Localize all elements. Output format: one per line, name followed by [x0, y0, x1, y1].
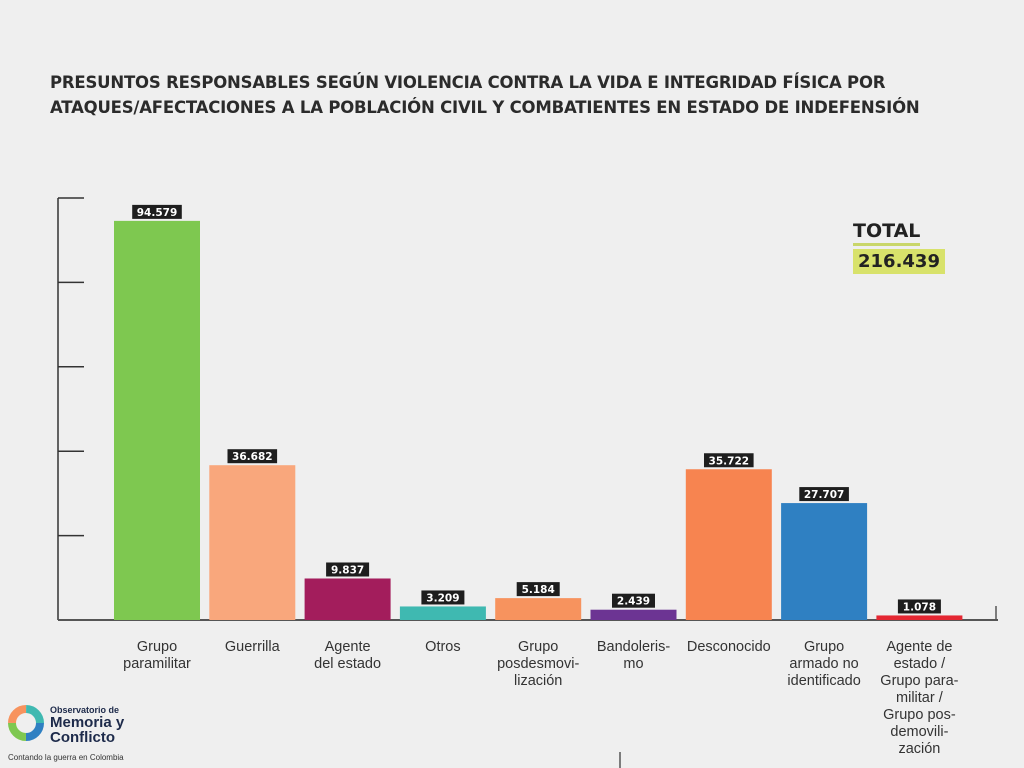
observatorio-logo: Observatorio de Memoria y Conflicto Cont…	[6, 703, 156, 765]
value-label-0: 94.579	[137, 207, 178, 219]
category-label-line: lización	[514, 673, 562, 689]
value-label-box-0	[132, 204, 182, 219]
value-label-box-5	[612, 593, 655, 608]
category-label-line: militar /	[896, 690, 944, 706]
category-label-line: Desconocido	[687, 639, 771, 655]
category-label-line: Bandoleris-	[597, 639, 671, 655]
category-label-6: Desconocido	[687, 639, 771, 655]
value-label-box-6	[704, 453, 754, 468]
chart-title-line-2: ATAQUES/AFECTACIONES A LA POBLACIÓN CIVI…	[50, 98, 920, 117]
chart-title: PRESUNTOS RESPONSABLES SEGÚN VIOLENCIA C…	[50, 70, 1010, 120]
value-label-2: 9.837	[331, 564, 364, 576]
category-label-line: demovili-	[890, 724, 948, 740]
category-label-2: Agente del estado	[314, 639, 381, 672]
value-label-6: 35.722	[709, 455, 750, 467]
logo-line-1: Observatorio de	[50, 705, 120, 715]
category-label-line: Grupo	[804, 639, 844, 655]
category-label-5: Bandoleris-mo	[597, 639, 671, 672]
logo-line-2: Memoria y	[50, 714, 125, 731]
bar-1	[209, 465, 296, 620]
value-label-box-8	[897, 599, 941, 614]
category-label-line: del estado	[314, 656, 381, 672]
bar-0	[114, 220, 200, 620]
total-value: 216.439	[853, 249, 945, 274]
category-label-line: Guerrilla	[225, 639, 281, 655]
logo-ring-icon	[8, 705, 44, 741]
category-label-line: identificado	[787, 673, 860, 689]
bar-2	[304, 578, 391, 620]
value-label-5: 2.439	[617, 596, 650, 608]
value-label-1: 36.682	[232, 451, 273, 463]
category-label-line: mo	[623, 656, 643, 672]
chart-title-line-1: PRESUNTOS RESPONSABLES SEGÚN VIOLENCIA C…	[50, 73, 886, 92]
logo-tagline: Contando la guerra en Colombia	[8, 753, 124, 762]
category-label-line: Grupo	[137, 639, 177, 655]
category-label-3: Otros	[425, 639, 460, 655]
value-label-box-7	[799, 487, 849, 502]
category-label-1: Guerrilla	[225, 639, 281, 655]
category-label-line: Otros	[425, 639, 460, 655]
bar-3	[399, 606, 486, 620]
category-label-line: Agente	[325, 639, 371, 655]
category-label-line: Agente de	[886, 639, 952, 655]
category-label-line: posdesmovi-	[497, 656, 579, 672]
logo-line-3: Conflicto	[50, 729, 115, 746]
value-label-box-2	[326, 562, 370, 577]
value-label-box-3	[421, 590, 465, 605]
category-label-line: Grupo	[518, 639, 558, 655]
bar-6	[685, 469, 772, 620]
category-label-line: armado no	[789, 656, 858, 672]
category-label-line: paramilitar	[123, 656, 191, 672]
bar-5	[590, 609, 677, 620]
bar-4	[495, 598, 582, 620]
value-label-box-4	[516, 582, 560, 597]
category-label-line: Grupo pos-	[883, 707, 956, 723]
category-label-8: Agente de estado / Grupo para-militar / Gru…	[880, 639, 958, 757]
category-label-4: Grupo posdesmovi-lización	[497, 639, 579, 689]
logo-text: Observatorio de Memoria y Conflicto	[50, 705, 124, 745]
value-label-box-1	[227, 449, 278, 464]
chart-value-labels: 94.579 36.682 9.837 3.209 5.184 2.439 35.722 27…	[132, 204, 941, 614]
chart-bars	[114, 220, 963, 620]
category-label-0: Grupo paramilitar	[123, 639, 191, 672]
value-label-8: 1.078	[903, 601, 936, 613]
total-label: TOTAL	[853, 220, 921, 246]
value-label-7: 27.707	[804, 489, 845, 501]
category-label-line: estado /	[894, 656, 947, 672]
bar-7	[781, 503, 868, 620]
value-label-4: 5.184	[522, 584, 555, 596]
bar-8	[876, 615, 963, 620]
category-label-7: Grupo armado no identificado	[787, 639, 860, 689]
category-label-line: zación	[898, 741, 940, 757]
value-label-3: 3.209	[426, 592, 459, 604]
category-label-line: Grupo para-	[880, 673, 958, 689]
